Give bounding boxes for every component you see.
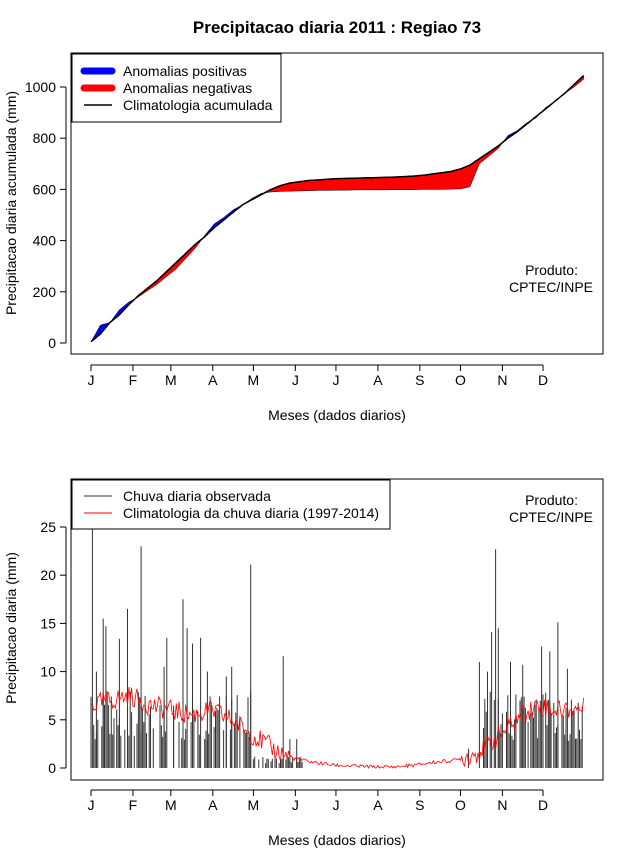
legend-daily-climatology: Climatologia da chuva diaria (1997-2014) [123,505,379,521]
bottom-x-tick-label: F [129,797,138,813]
legend-observed: Chuva diaria observada [123,488,271,504]
observed-bar-background [90,691,583,768]
top-watermark-line1: Produto: [525,262,578,278]
bottom-x-tick-label: A [208,797,218,813]
top-x-tick-label: A [208,372,218,388]
legend-climatology: Climatologia acumulada [123,97,273,113]
top-y-label: Precipitacao diaria acumulada (mm) [3,91,19,315]
top-x-tick-label: J [332,372,339,388]
bottom-x-tick-label: M [165,797,177,813]
bottom-x-tick-label: J [292,797,299,813]
bottom-legend-box [71,479,391,530]
top-y-tick-label: 1000 [25,79,56,95]
cumulative-chart: 0 200 400 600 800 1000 Precipitacao diaria ac… [3,52,604,423]
bottom-x-tick-label: O [455,797,466,813]
top-x-tick-label: D [538,372,548,388]
bottom-x-tick-label: D [538,797,548,813]
bottom-legend: Chuva diaria observada Climatologia da c… [71,479,391,530]
bottom-x-tick-label: A [373,797,383,813]
top-x-tick-label: A [373,372,383,388]
top-legend: Anomalias positivas Anomalias negativas … [71,53,282,123]
bottom-watermark-line1: Produto: [525,492,578,508]
top-x-label: Meses (dados diarios) [268,407,406,423]
observed-bars [90,498,583,768]
bottom-x-tick-label: N [497,797,507,813]
bottom-y-tick-label: 10 [40,664,56,680]
chart-title: Precipitacao diaria 2011 : Regiao 73 [193,18,481,37]
top-x-tick-label: J [88,372,95,388]
bottom-y-ticks: 0 5 10 15 20 25 [40,519,66,776]
bottom-x-tick-label: S [415,797,424,813]
top-y-ticks: 0 200 400 600 800 1000 [25,79,66,351]
top-x-tick-label: M [165,372,177,388]
top-x-tick-label: O [455,372,466,388]
daily-climatology-line [90,686,584,769]
daily-chart: 0 5 10 15 20 25 Precipitacao diaria (mm) J F M A… [3,478,604,848]
legend-positive: Anomalias positivas [123,63,247,79]
top-x-tick-label: J [292,372,299,388]
daily-climatology-layer [90,686,584,769]
bottom-watermark-line2: CPTEC/INPE [509,509,593,525]
climatology-cumulative-line [90,74,585,343]
top-watermark-line2: CPTEC/INPE [509,279,593,295]
top-x-tick-label: S [415,372,424,388]
top-y-tick-label: 800 [33,130,57,146]
bottom-y-tick-label: 20 [40,567,56,583]
top-y-tick-label: 600 [33,181,57,197]
bottom-y-tick-label: 15 [40,615,56,631]
bottom-x-tick-label: J [332,797,339,813]
top-y-tick-label: 0 [48,335,56,351]
top-x-tick-label: M [248,372,260,388]
top-x-tick-label: N [497,372,507,388]
top-x-tick-label: F [129,372,138,388]
bottom-y-tick-label: 25 [40,519,56,535]
bottom-y-label: Precipitacao diaria (mm) [3,552,19,704]
climatology-line-layer [90,74,585,343]
top-y-tick-label: 200 [33,284,57,300]
legend-negative: Anomalias negativas [123,80,252,96]
bottom-x-tick-label: J [88,797,95,813]
bottom-y-tick-label: 5 [48,712,56,728]
top-y-tick-label: 400 [33,233,57,249]
bottom-x-label: Meses (dados diarios) [268,832,406,848]
bottom-x-tick-label: M [248,797,260,813]
bottom-y-tick-label: 0 [48,760,56,776]
